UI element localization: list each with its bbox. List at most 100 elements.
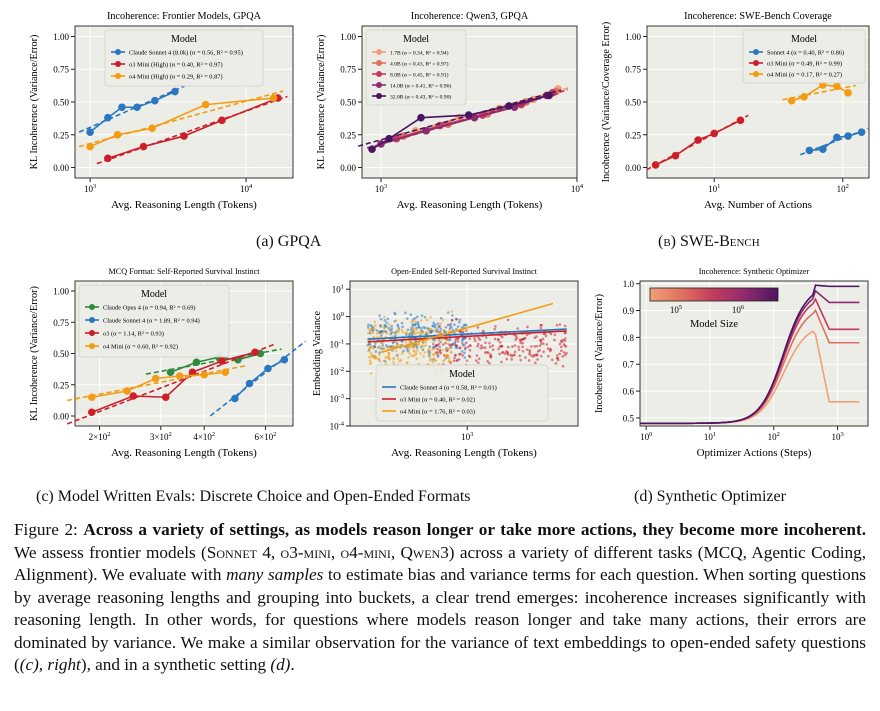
- data-point: [517, 348, 521, 351]
- panel-6: 0.5 0.6 0.7 0.8 0.9 1.0 100 101 102 103 Incoherenc…: [594, 267, 869, 459]
- legend-entry: 1.7B (α = 0.34, R² = 0.94): [390, 50, 449, 57]
- data-point: [386, 317, 390, 321]
- data-point: [476, 342, 480, 346]
- data-point: [465, 341, 468, 345]
- data-point: [549, 348, 552, 351]
- data-point: [486, 359, 489, 363]
- data-point: [450, 343, 454, 347]
- panel-3: 0.00 0.25 0.50 0.75 1.00 101 102 Incoherence: S…: [601, 11, 870, 211]
- data-point: [516, 327, 519, 330]
- ytick-label: 0.25: [340, 130, 356, 140]
- data-point: [491, 344, 495, 347]
- legend-swatch-marker: [376, 71, 382, 77]
- data-point: [175, 372, 184, 380]
- y-axis-label: KL Incoherence (Variance/Error): [316, 35, 327, 170]
- data-point: [376, 346, 379, 350]
- data-point: [457, 358, 461, 361]
- xtick-label: 3×102: [150, 431, 172, 442]
- data-point: [414, 320, 417, 324]
- data-point: [148, 124, 156, 133]
- data-point: [476, 361, 480, 364]
- data-point: [378, 314, 381, 317]
- data-point: [545, 343, 549, 346]
- legend-box: [375, 364, 549, 422]
- data-point: [474, 359, 478, 362]
- data-point: [444, 341, 447, 345]
- data-point: [383, 325, 386, 329]
- data-point: [218, 116, 226, 125]
- data-point: [554, 362, 558, 365]
- data-point: [535, 335, 538, 338]
- data-point: [412, 327, 416, 330]
- data-point: [558, 352, 561, 356]
- data-point: [539, 354, 543, 358]
- data-point: [453, 356, 456, 360]
- legend-swatch-marker: [753, 71, 759, 77]
- data-point: [488, 361, 491, 365]
- ytick-label: 101: [332, 284, 344, 295]
- data-point: [521, 345, 524, 349]
- data-point: [434, 351, 437, 355]
- data-point: [436, 322, 440, 325]
- data-point: [736, 116, 745, 125]
- data-point: [550, 358, 554, 362]
- data-point: [524, 356, 527, 359]
- data-point: [805, 146, 814, 155]
- data-point: [425, 318, 429, 322]
- data-point: [505, 102, 513, 110]
- data-point: [456, 325, 460, 328]
- data-point: [404, 311, 407, 315]
- panel-title: MCQ Format: Self-Reported Survival Insti…: [109, 267, 261, 276]
- trend-line: [782, 84, 857, 101]
- data-point: [442, 328, 446, 332]
- data-point: [539, 323, 543, 327]
- data-point: [833, 82, 841, 91]
- xtick-label: 103: [831, 431, 843, 442]
- data-point: [439, 322, 443, 325]
- data-point: [561, 355, 564, 358]
- data-point: [387, 327, 390, 330]
- caption-label: Figure 2:: [14, 520, 78, 539]
- data-point: [87, 393, 96, 402]
- data-point: [523, 336, 527, 340]
- legend-entry: Claude Sonnet 4 (α = 1.89, R² = 0.94): [103, 318, 200, 325]
- data-point: [560, 349, 563, 353]
- data-point: [536, 353, 539, 357]
- data-point: [431, 348, 434, 351]
- data-point: [419, 352, 422, 355]
- panel-title: Incoherence: SWE-Bench Coverage: [684, 11, 832, 22]
- data-point: [443, 358, 447, 361]
- data-point: [558, 342, 562, 346]
- data-point: [429, 327, 433, 331]
- data-point: [431, 361, 435, 364]
- data-point: [487, 351, 490, 355]
- data-point: [378, 353, 381, 357]
- data-point: [387, 323, 391, 326]
- data-point: [541, 337, 545, 341]
- data-point: [420, 314, 424, 317]
- ytick-label: 100: [332, 311, 344, 322]
- ytick-label: 10-2: [330, 366, 344, 377]
- data-point: [439, 316, 443, 320]
- data-point: [366, 323, 370, 327]
- data-point: [434, 359, 437, 363]
- data-point: [387, 357, 391, 360]
- data-point: [201, 100, 210, 109]
- series-marks: [78, 85, 288, 165]
- data-point: [405, 331, 409, 334]
- xtick-label: 103: [84, 183, 96, 194]
- data-point: [373, 354, 376, 357]
- data-point: [381, 344, 384, 347]
- y-axis-label: Embedding Variance: [312, 311, 323, 396]
- data-point: [422, 344, 426, 348]
- ytick-label: 0.75: [53, 318, 69, 328]
- data-point: [833, 133, 841, 142]
- data-point: [104, 154, 112, 163]
- legend-swatch-marker: [376, 49, 382, 55]
- data-point: [369, 351, 373, 355]
- data-point: [385, 331, 389, 335]
- data-point: [395, 332, 398, 335]
- data-point: [380, 346, 383, 350]
- data-point: [475, 354, 479, 357]
- data-point: [422, 127, 430, 135]
